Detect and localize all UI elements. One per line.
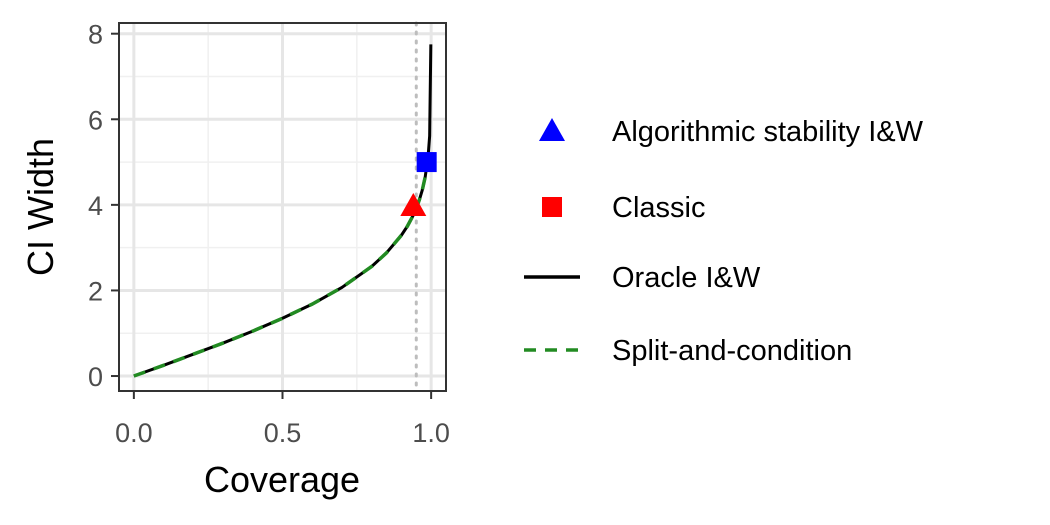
y-tick-label: 6 (88, 105, 103, 135)
legend-item-algorithmic-stability-i-w: Algorithmic stability I&W (539, 116, 924, 148)
data-point-algorithmic-stability-i-w (400, 193, 427, 216)
marker-layer (400, 152, 437, 216)
legend-label: Algorithmic stability I&W (612, 116, 924, 148)
y-axis-title: CI Width (20, 138, 61, 276)
legend-item-classic: Classic (542, 192, 705, 224)
x-tick-label: 0.0 (115, 418, 153, 448)
legend-label: Split-and-condition (612, 335, 852, 367)
x-tick-label: 0.5 (264, 418, 302, 448)
x-axis: 0.0 0.5 1.0 (115, 391, 450, 448)
series-layer (133, 44, 433, 378)
legend-label: Oracle I&W (612, 262, 761, 294)
legend-item-split-and-condition: Split-and-condition (524, 335, 852, 367)
y-axis: 0 2 4 6 8 (88, 20, 119, 392)
legend-item-oracle-i-w: Oracle I&W (524, 262, 761, 294)
legend: Algorithmic stability I&W Classic Oracle I… (524, 116, 924, 367)
y-tick-label: 4 (88, 191, 103, 221)
legend-key-square (542, 197, 562, 217)
legend-key-triangle (539, 118, 565, 141)
x-tick-label: 1.0 (412, 418, 450, 448)
data-point-classic (416, 152, 437, 173)
y-tick-label: 8 (88, 20, 103, 50)
x-axis-title: Coverage (204, 459, 360, 500)
y-tick-label: 2 (88, 276, 103, 306)
y-tick-label: 0 (88, 362, 103, 392)
legend-label: Classic (612, 192, 705, 224)
series-line-split-and-condition (133, 166, 429, 378)
